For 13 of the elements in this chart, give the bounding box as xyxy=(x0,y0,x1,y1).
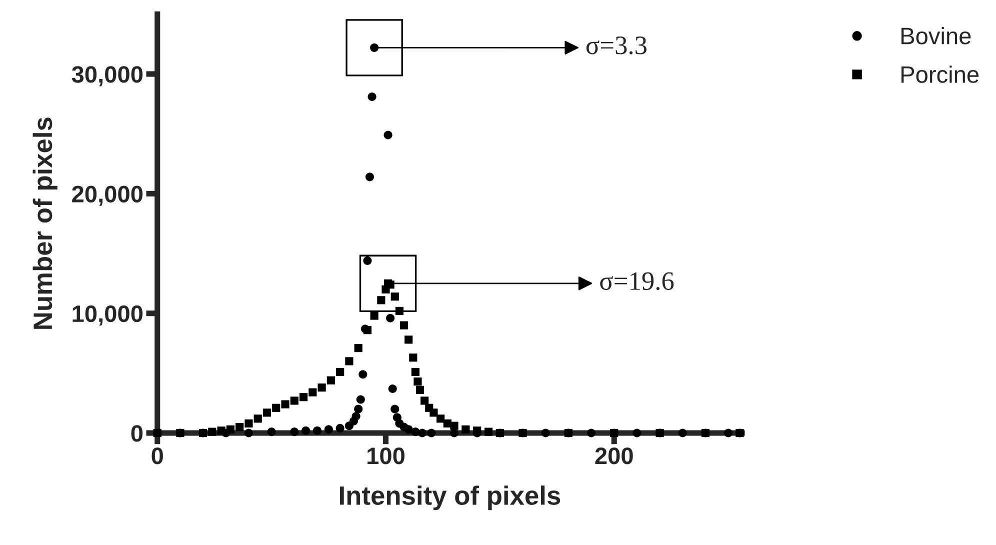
legend-label: Bovine xyxy=(901,27,971,44)
x-axis-title: Intensity of pixels xyxy=(340,486,560,510)
y-tick-label: 10,000 xyxy=(72,305,143,326)
annotation: σ=3.3 xyxy=(586,36,647,54)
y-axis-title: Number of pixels xyxy=(32,118,58,329)
x-tick-label: 100 xyxy=(368,448,404,464)
y-tick-label: 20,000 xyxy=(72,186,143,206)
legend-label: Porcine xyxy=(901,66,979,83)
y-tick-label: 30,000 xyxy=(72,66,143,86)
x-tick-label: 200 xyxy=(595,448,633,464)
x-tick-label: 0 xyxy=(152,448,163,464)
annotation: σ=19.6 xyxy=(600,272,674,290)
y-tick-label: 0 xyxy=(131,425,143,442)
